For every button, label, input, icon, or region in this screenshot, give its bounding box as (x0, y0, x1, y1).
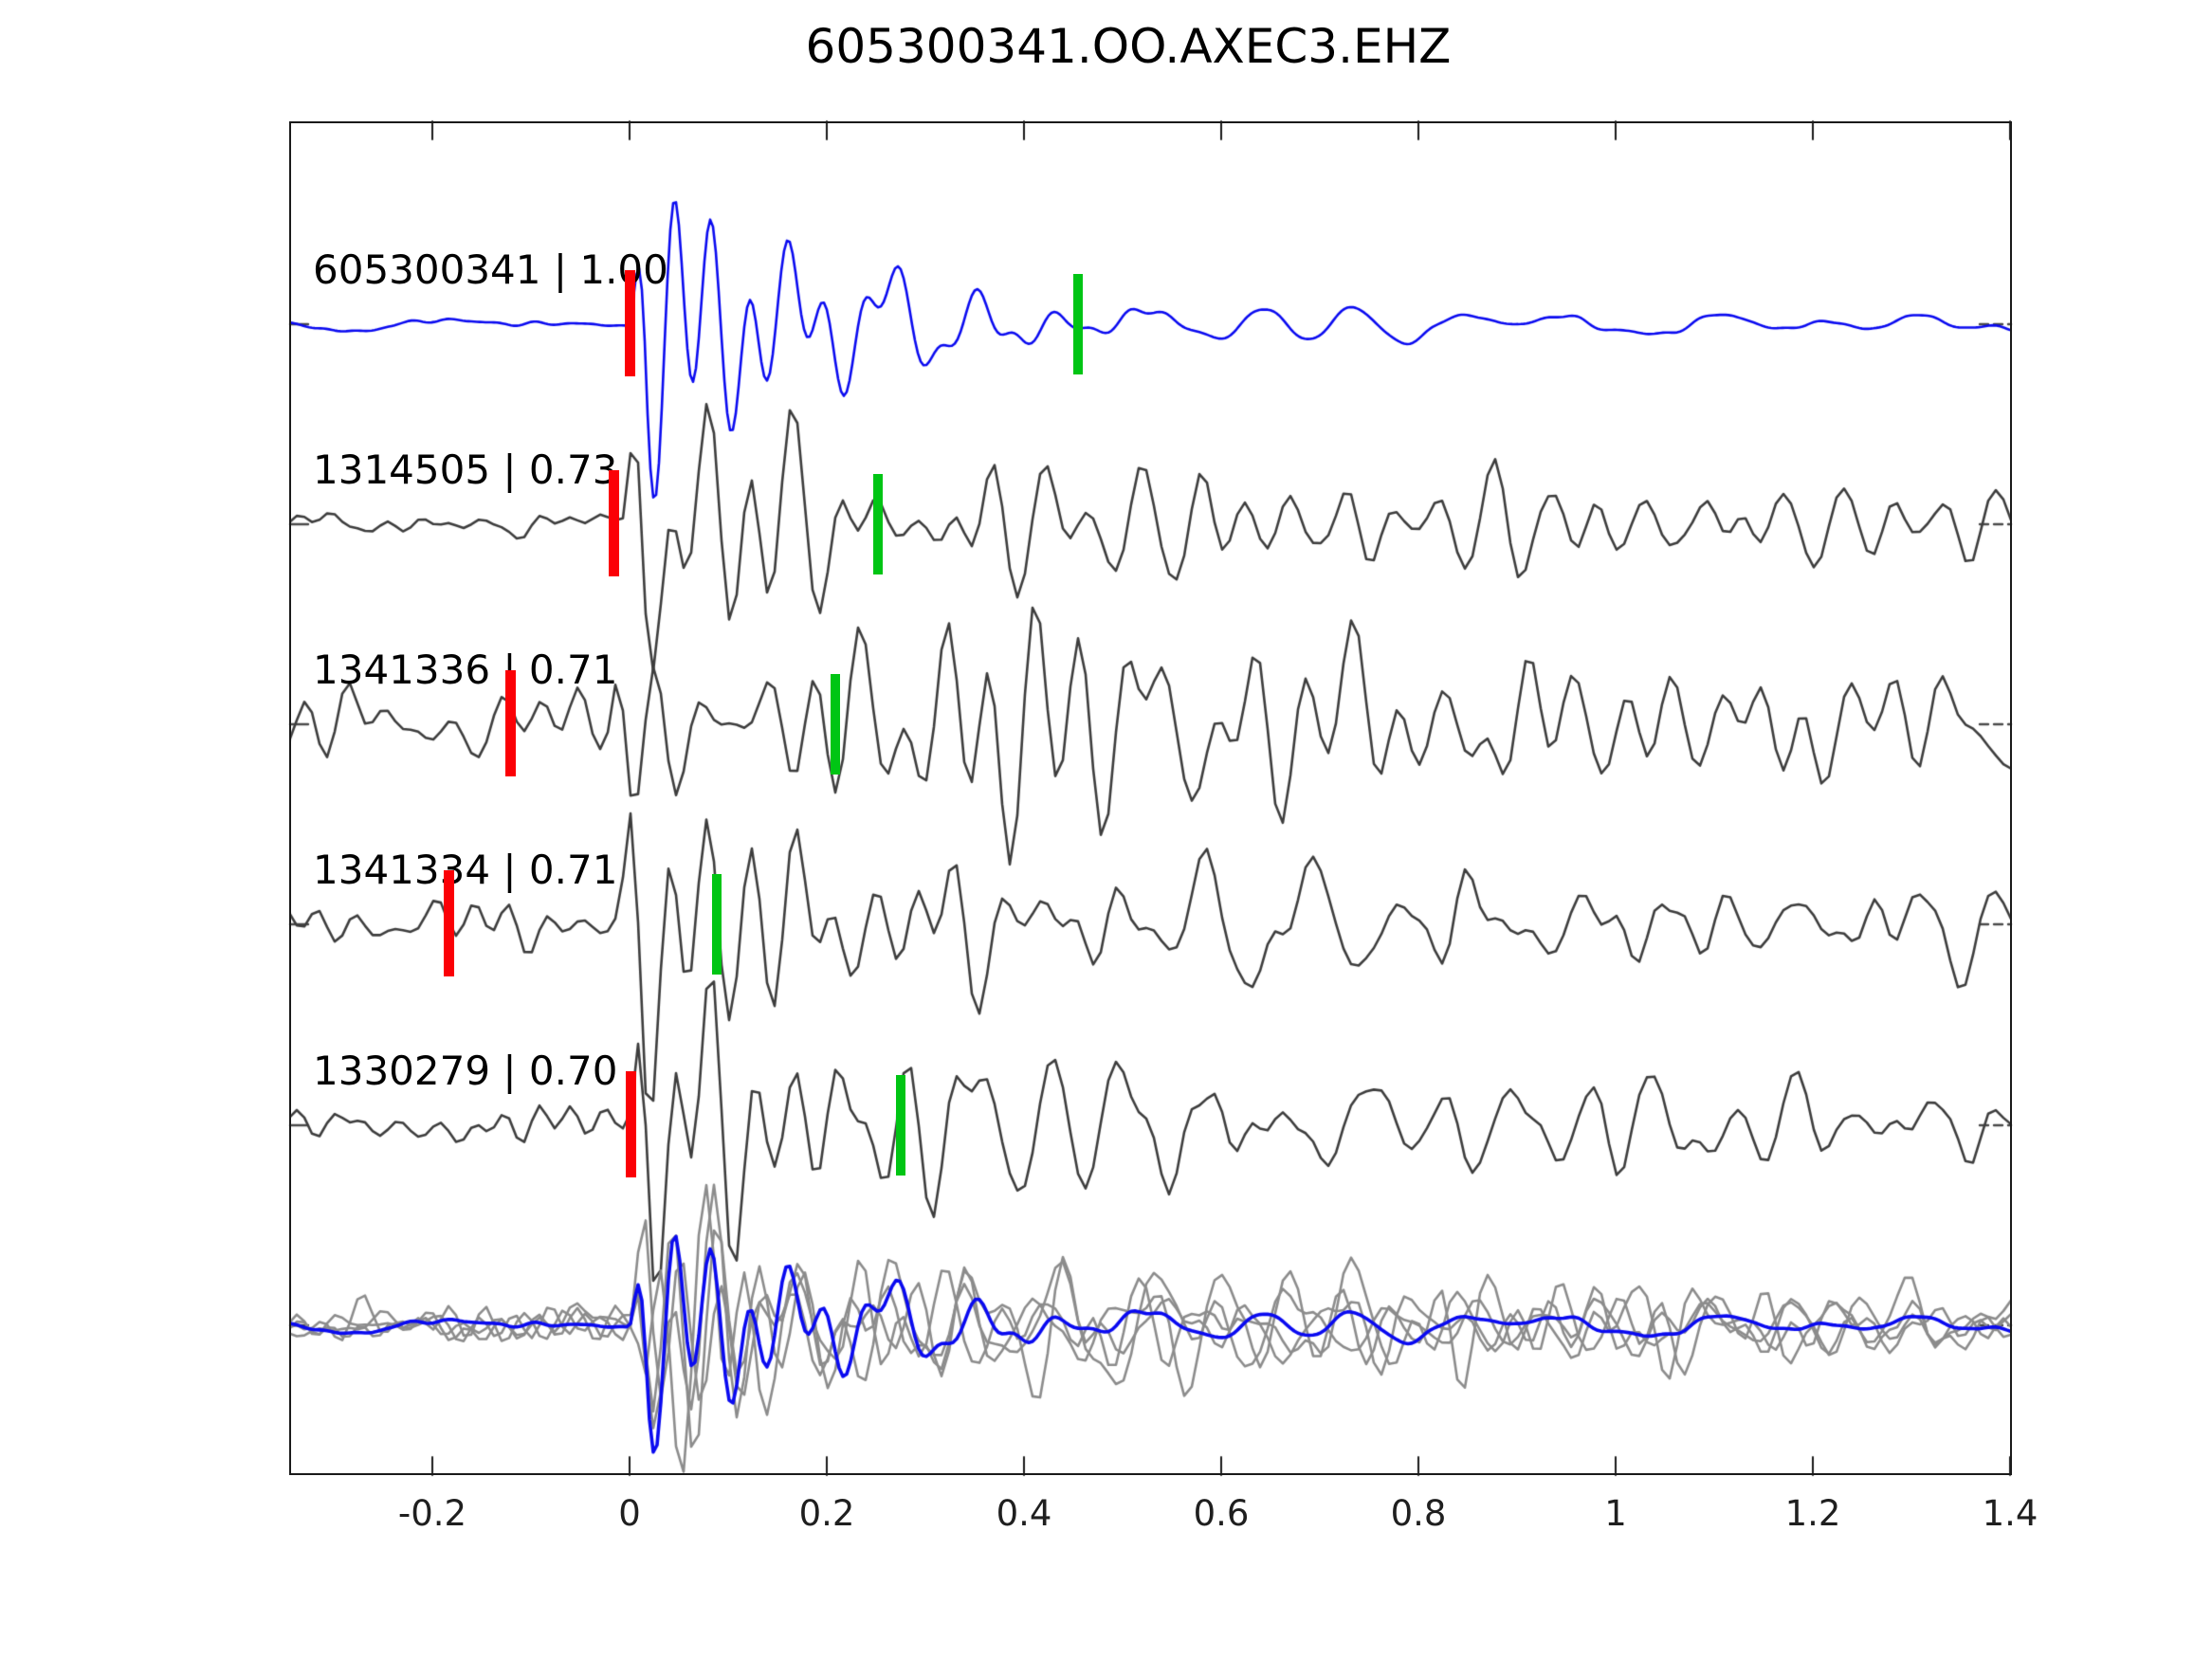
x-tick-label: 0.8 (1390, 1493, 1447, 1534)
x-tick-label: 1.4 (1982, 1493, 2038, 1534)
x-tick-label: 0.2 (798, 1493, 855, 1534)
p-pick-marker (625, 270, 635, 376)
x-tick-label: 1 (1604, 1493, 1627, 1534)
x-tick-label: 1.2 (1784, 1493, 1841, 1534)
trace-label: 1330279 | 0.70 (313, 1048, 618, 1094)
x-tick-label: 0.6 (1193, 1493, 1250, 1534)
x-tick-label: 0 (618, 1493, 641, 1534)
p-pick-marker (505, 670, 516, 776)
s-pick-marker (896, 1075, 905, 1176)
trace-label: 1341336 | 0.71 (313, 647, 618, 693)
s-pick-marker (831, 674, 840, 775)
trace-label: 1314505 | 0.73 (313, 447, 618, 493)
x-tick-label: 0.4 (996, 1493, 1052, 1534)
trace-label: 1341334 | 0.71 (313, 847, 618, 893)
s-pick-marker (873, 474, 883, 574)
p-pick-marker (609, 470, 619, 576)
p-pick-marker (626, 1071, 636, 1177)
s-pick-marker (712, 874, 722, 975)
x-tick-label: -0.2 (397, 1493, 467, 1534)
p-pick-marker (444, 870, 454, 976)
s-pick-marker (1073, 274, 1083, 374)
trace-label: 605300341 | 1.00 (313, 246, 668, 293)
